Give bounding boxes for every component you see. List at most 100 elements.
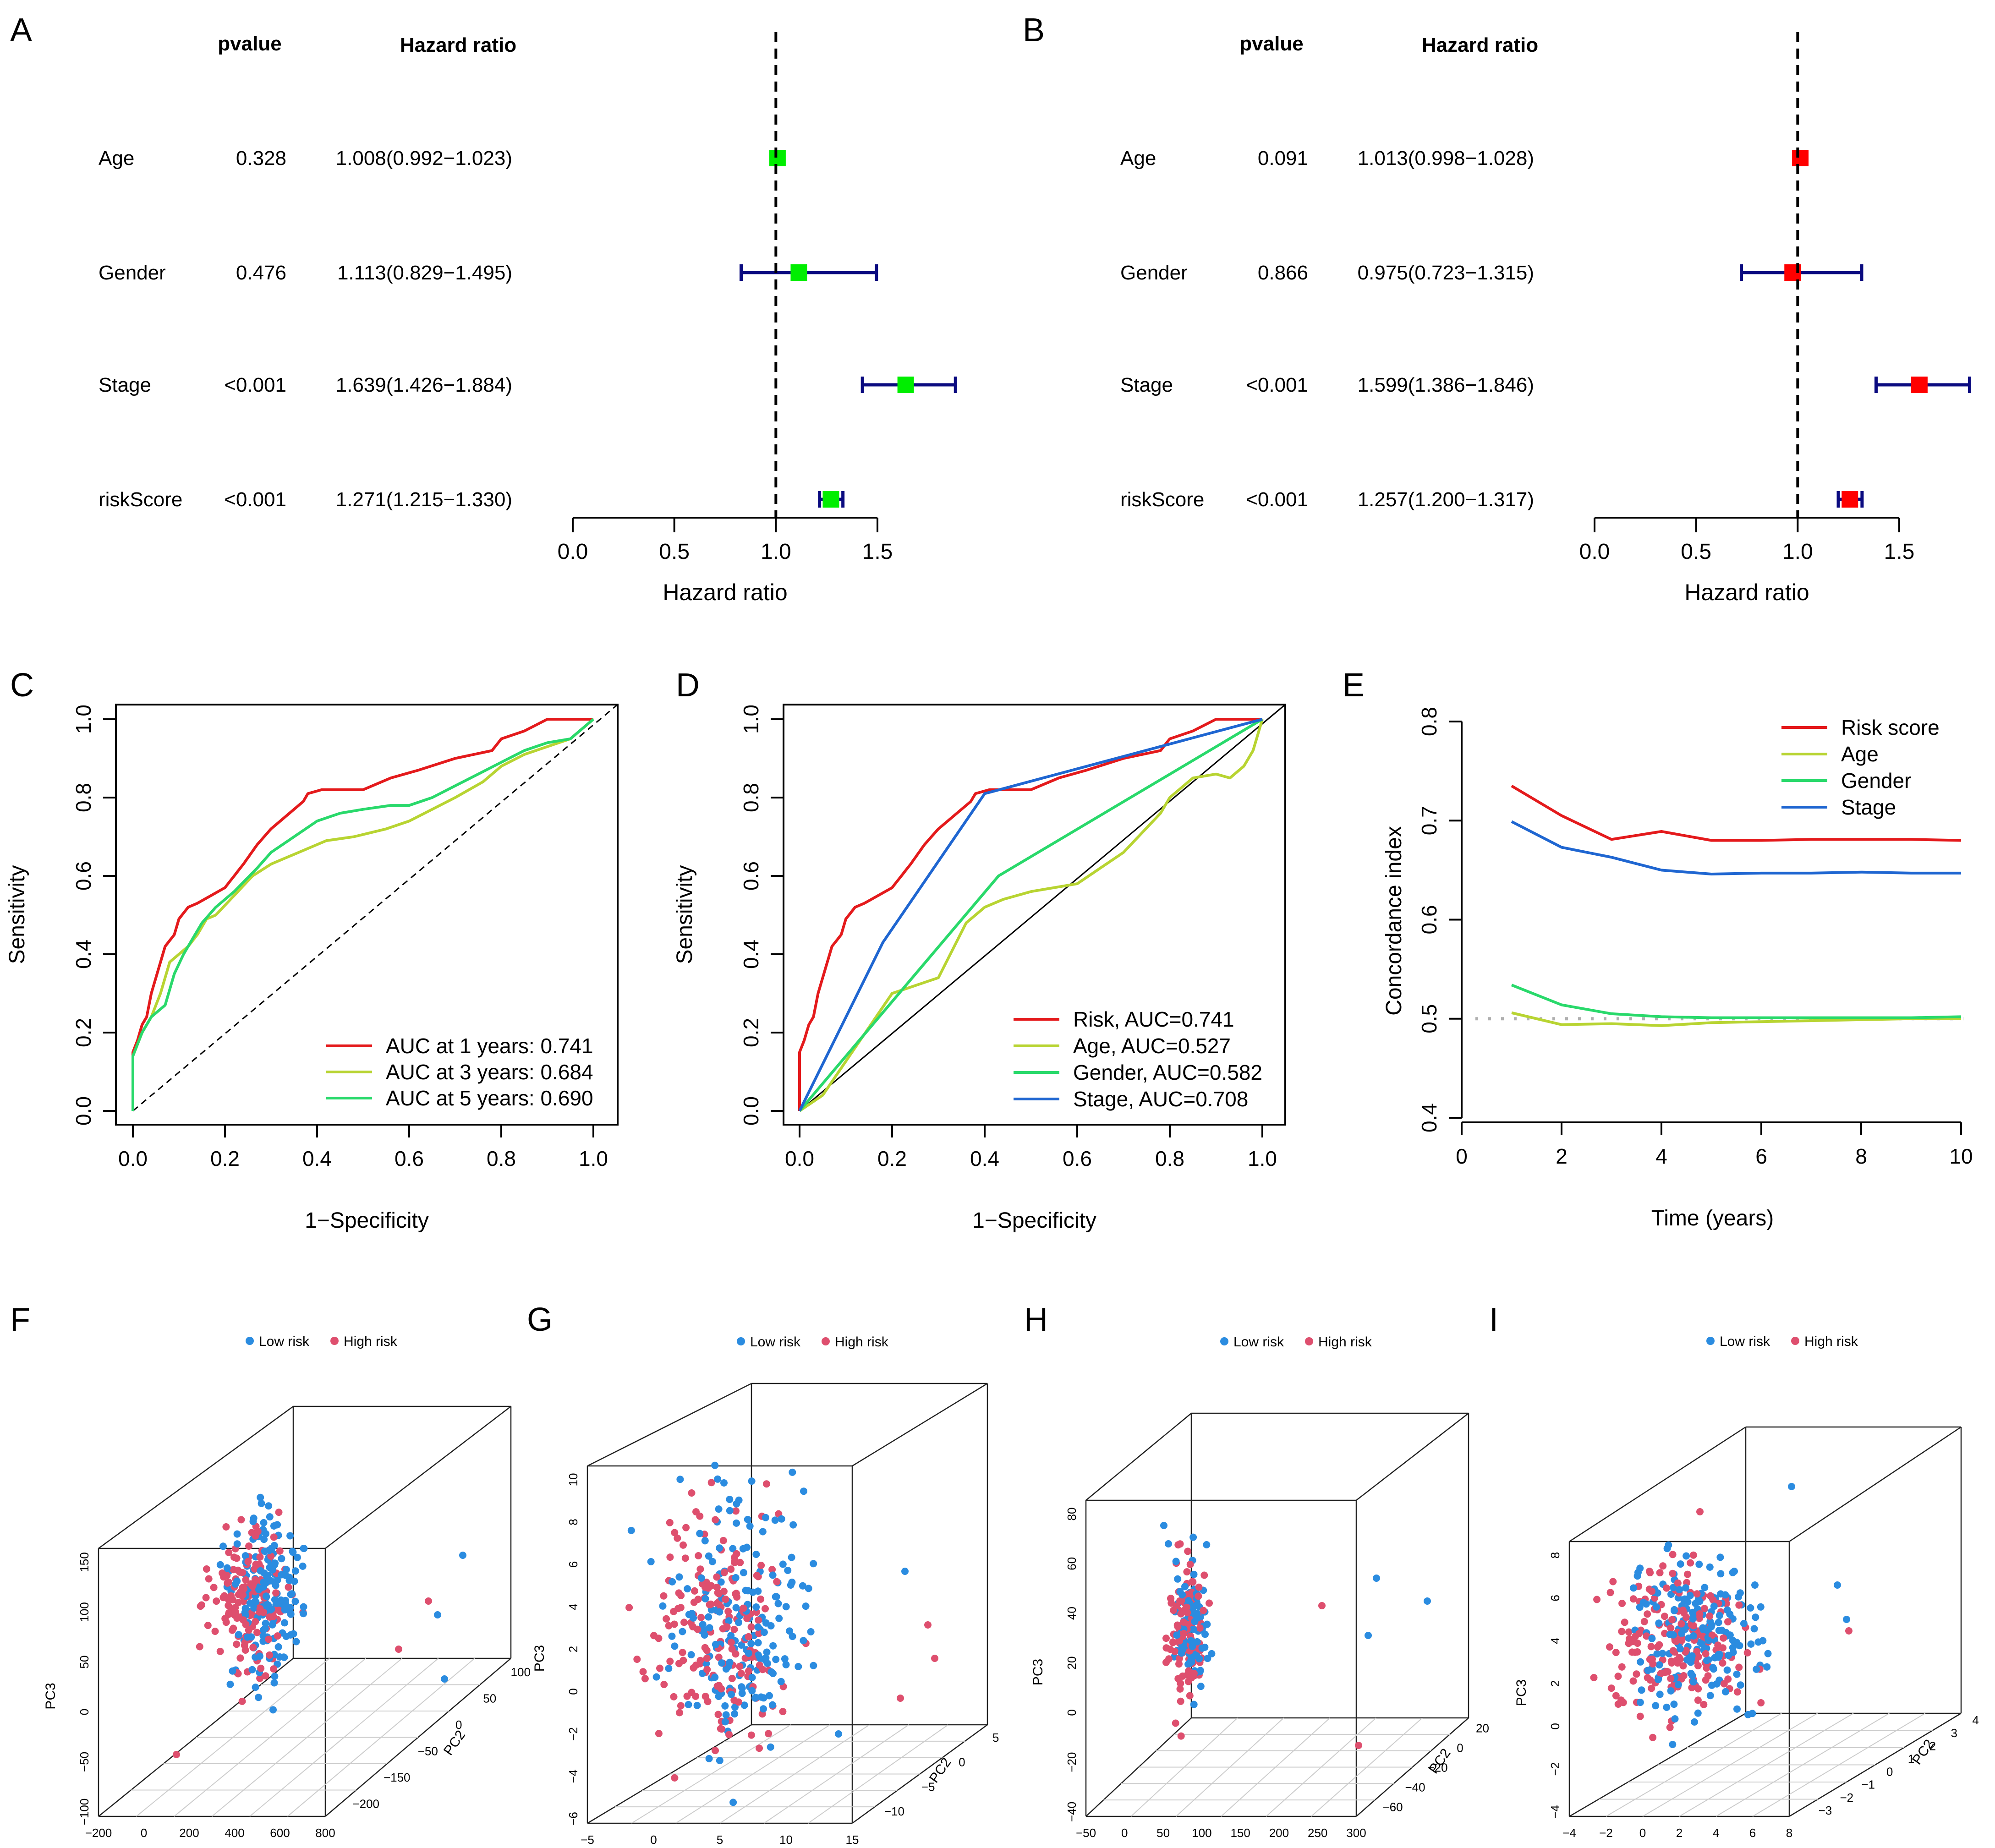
low-risk-point <box>270 1679 278 1687</box>
high-risk-point <box>674 1534 681 1542</box>
row-label: Age <box>99 147 134 169</box>
high-risk-point <box>724 1607 732 1615</box>
low-risk-point <box>1676 1645 1684 1653</box>
low-risk-point <box>789 1633 796 1640</box>
y-tick-label: −4 <box>566 1770 580 1783</box>
low-risk-point <box>1636 1564 1644 1572</box>
low-risk-point <box>1705 1636 1712 1644</box>
high-risk-point <box>1621 1618 1628 1626</box>
low-risk-point <box>269 1566 276 1574</box>
high-risk-point <box>665 1622 673 1629</box>
high-risk-point <box>690 1664 697 1672</box>
high-risk-point <box>1694 1685 1702 1693</box>
low-risk-point <box>729 1545 737 1553</box>
low-risk-point <box>786 1627 794 1635</box>
high-risk-point <box>1619 1699 1627 1706</box>
low-risk-point <box>1747 1640 1755 1648</box>
low-risk-point <box>1689 1632 1697 1640</box>
low-risk-point <box>782 1603 790 1611</box>
low-risk-point <box>241 1608 249 1616</box>
low-risk-point <box>715 1505 723 1513</box>
points-group <box>1590 1483 1852 1748</box>
low-risk-point <box>1691 1718 1698 1726</box>
low-risk-point <box>1648 1635 1656 1642</box>
low-risk-point <box>726 1507 734 1514</box>
y-axis-title: Sensitivity <box>673 865 697 964</box>
z-tick-label: 0 <box>959 1755 965 1769</box>
high-risk-point <box>696 1565 704 1573</box>
row-label: Stage <box>1120 374 1173 396</box>
y-tick-label: 2 <box>1548 1680 1562 1687</box>
legend-label-low: Low risk <box>259 1334 310 1349</box>
z-tick-label: 3 <box>1951 1726 1957 1740</box>
high-risk-point <box>1683 1613 1690 1621</box>
low-risk-point <box>706 1624 713 1632</box>
high-risk-point <box>1757 1699 1765 1706</box>
high-risk-point <box>1706 1592 1714 1600</box>
low-risk-point <box>708 1558 716 1565</box>
high-risk-point <box>773 1578 781 1586</box>
hazard-ratio-header: Hazard ratio <box>1422 34 1538 56</box>
low-risk-point <box>1674 1681 1682 1689</box>
high-risk-point <box>1179 1618 1187 1626</box>
row-hr-text: 1.257(1.200−1.317) <box>1358 488 1534 511</box>
low-risk-point <box>718 1659 726 1667</box>
low-risk-point <box>1655 1661 1663 1669</box>
high-risk-point <box>755 1616 762 1624</box>
low-risk-point <box>1179 1646 1187 1653</box>
high-risk-point <box>680 1657 687 1664</box>
z-tick-label: 0 <box>1457 1741 1463 1755</box>
high-risk-point <box>1176 1685 1184 1693</box>
low-risk-point <box>1181 1583 1189 1591</box>
high-risk-point <box>1644 1610 1651 1618</box>
series-line-0 <box>132 718 593 1111</box>
low-risk-point <box>810 1662 817 1669</box>
y-tick-label: 0 <box>566 1688 580 1695</box>
high-risk-point <box>713 1573 721 1581</box>
low-risk-point <box>1655 1619 1663 1627</box>
high-risk-point <box>1669 1551 1677 1558</box>
panel-letter-I: I <box>1489 1301 1498 1338</box>
low-risk-point <box>1764 1650 1772 1657</box>
high-risk-point <box>1180 1630 1188 1637</box>
low-risk-point <box>1172 1558 1180 1565</box>
x-tick-label: 200 <box>1269 1826 1289 1840</box>
high-risk-point <box>205 1575 213 1583</box>
x-tick-label: 0 <box>1456 1144 1468 1168</box>
low-risk-point <box>1753 1665 1760 1673</box>
z-tick-label: 2 <box>1929 1739 1936 1753</box>
low-risk-point <box>260 1519 268 1526</box>
high-risk-point <box>239 1591 247 1599</box>
high-risk-point <box>677 1604 685 1612</box>
high-risk-point <box>274 1632 281 1640</box>
row-hr-text: 1.639(1.426−1.884) <box>336 374 512 396</box>
low-risk-point <box>299 1562 307 1570</box>
low-risk-point <box>715 1693 723 1700</box>
low-risk-point <box>223 1564 231 1572</box>
high-risk-point <box>1636 1712 1644 1720</box>
high-risk-point <box>1190 1669 1198 1677</box>
y-tick-label: 8 <box>566 1519 580 1525</box>
high-risk-point <box>719 1536 727 1544</box>
low-risk-point <box>647 1558 655 1565</box>
high-risk-point <box>272 1589 280 1597</box>
x-tick-label: −200 <box>85 1826 112 1840</box>
low-risk-point <box>744 1587 752 1595</box>
high-risk-point <box>1618 1663 1626 1671</box>
low-risk-point <box>216 1561 224 1569</box>
high-risk-point <box>1174 1541 1182 1549</box>
low-risk-point <box>1751 1581 1759 1589</box>
low-risk-point <box>754 1639 762 1646</box>
series-line-2 <box>1511 984 1962 1019</box>
series-line-0 <box>798 718 1262 1111</box>
high-risk-point <box>213 1597 220 1605</box>
low-risk-point <box>735 1618 742 1626</box>
low-risk-point <box>1671 1607 1678 1614</box>
low-risk-point <box>258 1499 265 1507</box>
legend-label-high: High risk <box>1804 1334 1858 1349</box>
low-risk-point <box>738 1641 745 1649</box>
low-risk-point <box>290 1630 297 1638</box>
high-risk-point <box>395 1646 402 1653</box>
high-risk-point <box>692 1508 700 1516</box>
low-risk-point <box>260 1578 268 1586</box>
